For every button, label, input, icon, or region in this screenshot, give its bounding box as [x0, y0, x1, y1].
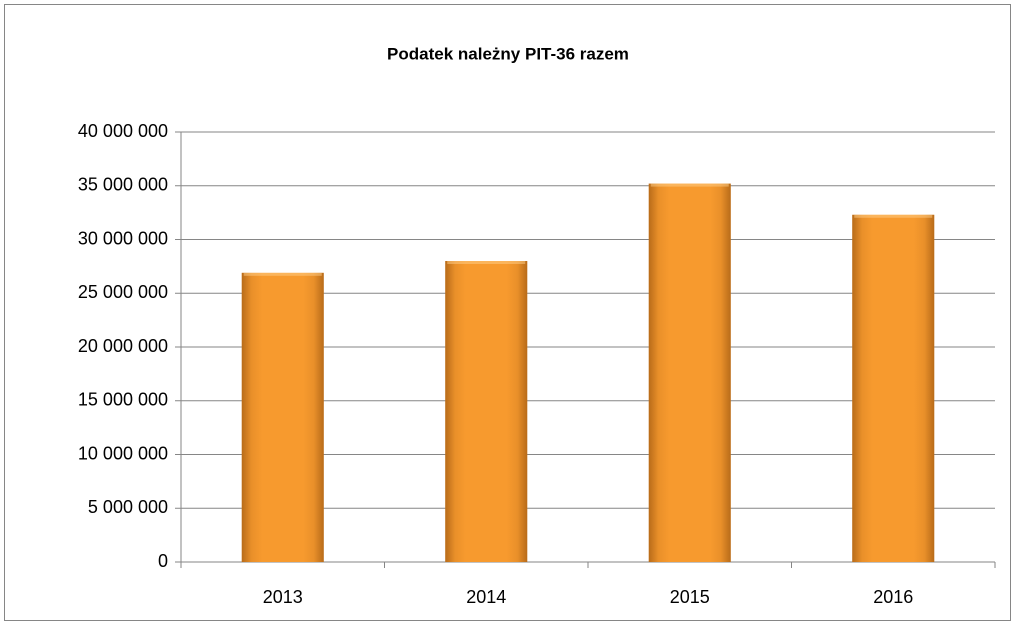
y-tick-label: 0 — [158, 551, 168, 571]
bar-top-highlight — [243, 272, 322, 276]
y-tick-label: 30 000 000 — [78, 228, 168, 248]
bar-top-highlight — [854, 214, 933, 218]
y-tick-label: 10 000 000 — [78, 443, 168, 463]
x-tick-label: 2013 — [263, 587, 303, 607]
bar-shading — [852, 214, 935, 562]
bar-shading — [241, 272, 324, 562]
bar-top-highlight — [447, 261, 526, 264]
bar-shading — [445, 261, 528, 562]
y-tick-label: 25 000 000 — [78, 282, 168, 302]
bar-top-highlight — [650, 183, 729, 187]
x-tick-label: 2016 — [873, 587, 913, 607]
chart-title: Podatek należny PIT-36 razem — [387, 44, 629, 63]
x-tick-label: 2015 — [670, 587, 710, 607]
x-tick-label: 2014 — [466, 587, 506, 607]
y-tick-label: 35 000 000 — [78, 175, 168, 195]
y-tick-label: 20 000 000 — [78, 336, 168, 356]
y-tick-label: 40 000 000 — [78, 121, 168, 141]
y-tick-label: 15 000 000 — [78, 390, 168, 410]
y-tick-label: 5 000 000 — [88, 497, 168, 517]
bar-shading — [648, 183, 731, 562]
